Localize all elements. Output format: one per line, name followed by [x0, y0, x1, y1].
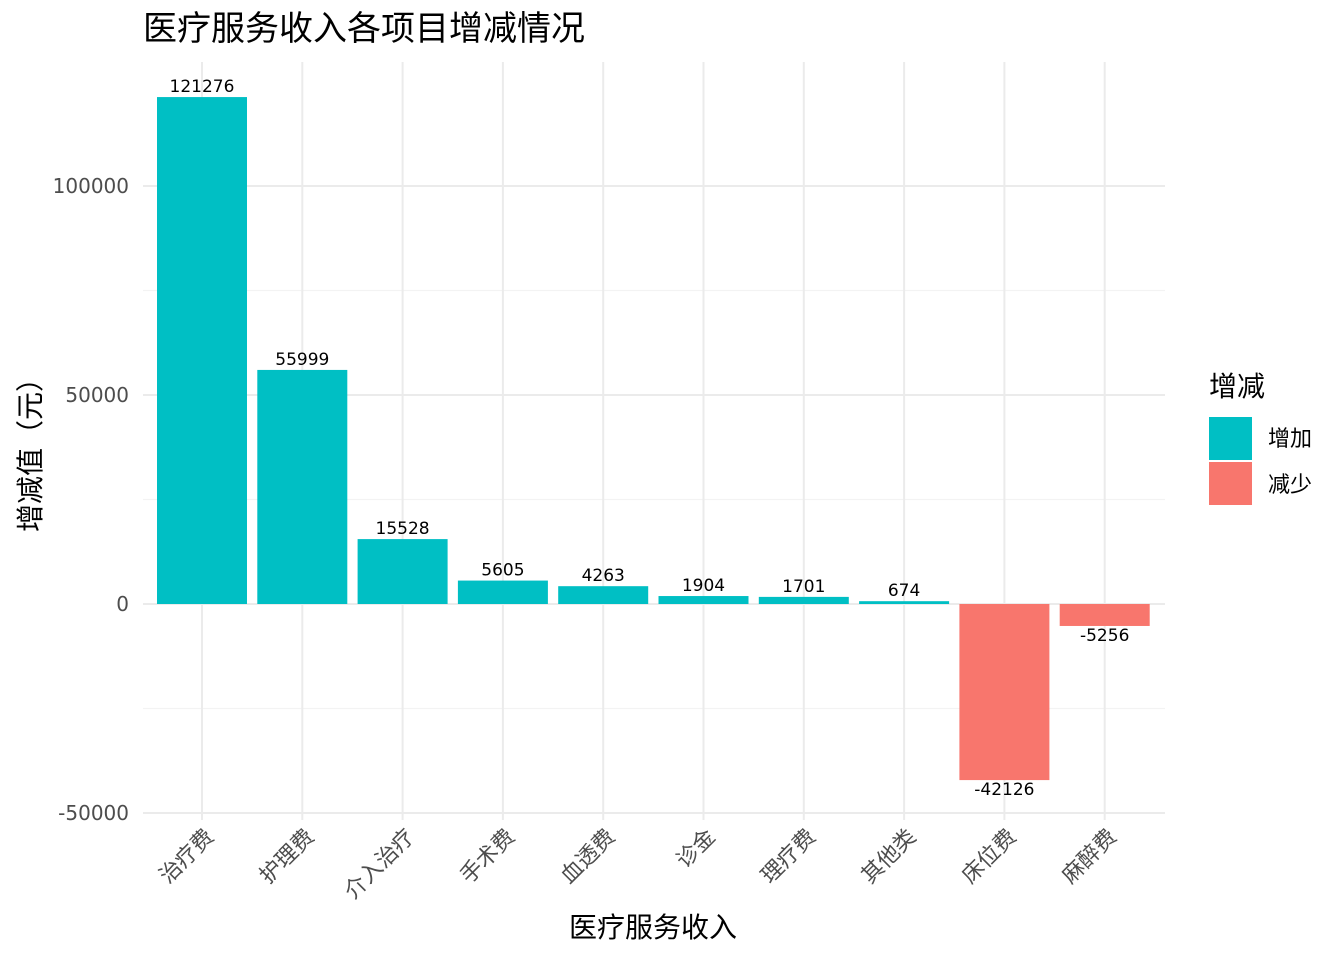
- x-tick-label-8: 床位费: [957, 825, 1021, 889]
- bar-5: [658, 596, 749, 604]
- x-tick-label-5: 诊金: [672, 825, 721, 874]
- x-tick-label-6: 理疗费: [757, 825, 821, 889]
- x-tick-label-1: 护理费: [255, 825, 319, 889]
- legend: 增减 增加 减少: [1209, 370, 1312, 505]
- bar-0: [157, 97, 247, 605]
- bar-value-label-3: 5605: [481, 561, 524, 581]
- bar-8: [959, 604, 1050, 781]
- bar-value-label-7: 674: [888, 581, 920, 601]
- bar-value-label-6: 1701: [782, 577, 825, 597]
- bar-value-label-5: 1904: [682, 576, 725, 596]
- bar-4: [558, 586, 649, 604]
- bar-value-label-0: 121276: [170, 77, 235, 97]
- x-axis-title: 医疗服务收入: [569, 911, 737, 944]
- y-tick-label-2: 50000: [65, 383, 129, 407]
- bar-value-label-1: 55999: [275, 350, 329, 370]
- y-tick-label-0: -50000: [58, 801, 129, 825]
- y-tick-label-3: 100000: [53, 174, 129, 198]
- bar-1: [257, 369, 348, 604]
- bar-value-label-9: -5256: [1080, 626, 1129, 646]
- x-tick-label-9: 麻醉费: [1058, 825, 1122, 889]
- bar-labels: 121276 55999 15528 5605 4263 1904 1701 674 -4212…: [170, 77, 1130, 800]
- legend-label-decrease: 减少: [1268, 473, 1312, 498]
- bar-6: [758, 596, 849, 604]
- legend-label-increase: 增加: [1268, 427, 1312, 452]
- bar-value-label-4: 4263: [582, 566, 625, 586]
- y-tick-label-1: 0: [116, 592, 129, 616]
- y-axis-title: 增减值（元）: [14, 364, 47, 532]
- bar-7: [859, 601, 950, 604]
- bar-value-label-2: 15528: [376, 519, 430, 539]
- x-tick-label-7: 其他类: [857, 825, 921, 889]
- bar-value-label-8: -42126: [974, 780, 1034, 800]
- legend-swatch-increase: [1209, 417, 1252, 460]
- bar-9: [1059, 604, 1150, 626]
- x-tick-label-0: 治疗费: [155, 825, 219, 889]
- bar-2: [357, 539, 448, 604]
- x-tick-label-3: 手术费: [456, 825, 520, 889]
- legend-swatch-decrease: [1209, 462, 1252, 505]
- x-axis-ticks: 治疗费 护理费 介入治疗 手术费 血透费 诊金 理疗费 其他类 床位费 麻醉费: [155, 825, 1122, 905]
- bars: [157, 97, 1150, 781]
- chart-title: 医疗服务收入各项目增减情况: [143, 9, 585, 49]
- legend-title: 增减: [1209, 370, 1265, 403]
- bar-3: [457, 580, 548, 604]
- x-tick-label-2: 介入治疗: [340, 825, 420, 905]
- y-axis-ticks: -50000 0 50000 100000: [53, 174, 129, 825]
- x-tick-label-4: 血透费: [556, 825, 620, 889]
